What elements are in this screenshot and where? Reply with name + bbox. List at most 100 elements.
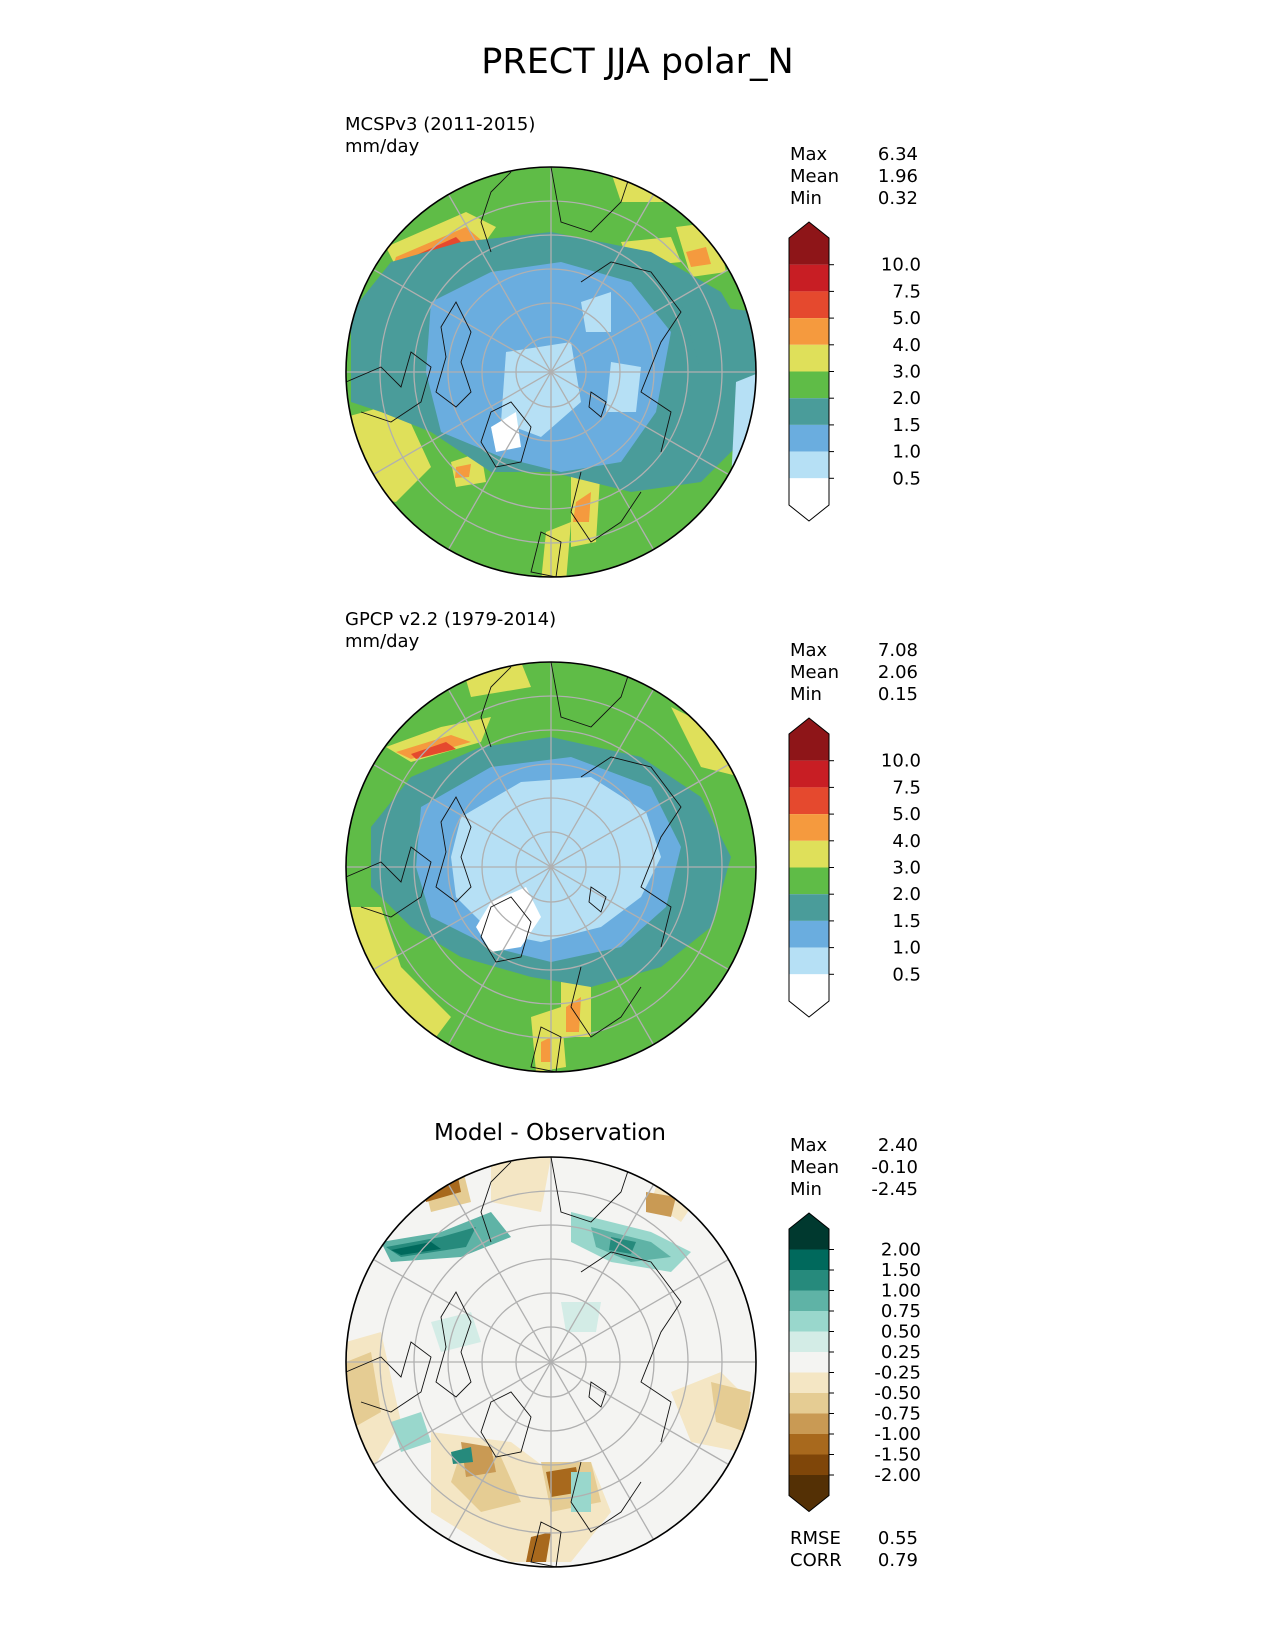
colorbar-segment	[789, 424, 829, 452]
panel-2-min-value: 0.15	[877, 684, 918, 705]
colorbar-segment	[789, 1270, 829, 1291]
colorbar-segment	[789, 1213, 829, 1250]
panel-3-corr-value: 0.79	[877, 1550, 918, 1571]
colorbar-tick-label: 5.0	[892, 308, 921, 329]
colorbar-segment	[789, 1290, 829, 1311]
colorbar-tick-label: 2.0	[892, 388, 921, 409]
panel-3-title: Model - Observation	[433, 1120, 667, 1146]
colorbar-tick-label: 0.75	[881, 1301, 921, 1322]
panel-1-units: mm/day	[345, 136, 420, 157]
colorbar-segment	[789, 1372, 829, 1393]
colorbar-segment	[789, 974, 829, 1017]
colorbar-segment	[789, 318, 829, 345]
panel-3-max-value: 2.40	[877, 1135, 918, 1156]
colorbar-segment	[789, 398, 829, 425]
colorbar-segment	[789, 291, 829, 319]
panel-1-dataset: MCSPv3 (2011-2015)	[345, 114, 536, 135]
panel-3-max-label: Max	[790, 1135, 828, 1156]
colorbar-tick-label: -1.50	[874, 1445, 921, 1466]
panel-3-map	[345, 1156, 757, 1568]
colorbar-segment	[789, 1331, 829, 1352]
panel-3-min-label: Min	[790, 1179, 822, 1200]
colorbar-tick-label: 0.50	[881, 1322, 921, 1343]
panel-1-max-value: 6.34	[877, 144, 918, 165]
colorbar-tick-label: 2.0	[892, 884, 921, 905]
panel-1-colorbar: 10.0 7.5 5.0 4.0 3.0 2.0 1.5 1.0 0.5	[788, 221, 921, 522]
colorbar-tick-label: 0.5	[892, 964, 921, 985]
colorbar-tick-label: 5.0	[892, 804, 921, 825]
colorbar-tick-label: -0.25	[874, 1363, 921, 1384]
colorbar-segment	[789, 1413, 829, 1434]
colorbar-tick-label: 2.00	[881, 1240, 921, 1261]
panel-3-colorbar: 2.001.501.000.750.500.25-0.25-0.50-0.75-…	[788, 1212, 921, 1513]
panel-2-stats: Max 7.08 Mean 2.06 Min 0.15	[790, 640, 918, 706]
panel-1-max-label: Max	[790, 144, 828, 165]
colorbar-segment	[789, 760, 829, 788]
colorbar-tick-label: 1.5	[892, 415, 921, 436]
colorbar-segment	[789, 1454, 829, 1475]
colorbar-segment	[789, 451, 829, 479]
panel-3-rmse-value: 0.55	[877, 1528, 918, 1549]
colorbar-tick-label: 10.0	[881, 751, 921, 772]
colorbar-tick-label: 4.0	[892, 831, 921, 852]
colorbar-segment	[789, 814, 829, 841]
panel-3-metrics: RMSE 0.55 CORR 0.79	[790, 1528, 918, 1572]
panel-1-precip-field	[346, 167, 756, 577]
panel-3-map-boundary	[345, 1156, 757, 1568]
colorbar-tick-label: 0.25	[881, 1342, 921, 1363]
colorbar-segment	[789, 1249, 829, 1270]
panel-3-min-value: -2.45	[871, 1179, 918, 1200]
colorbar-tick-label: 1.0	[892, 442, 921, 463]
colorbar-outline	[788, 717, 830, 1018]
colorbar-segment	[789, 478, 829, 521]
panel-2-mean-label: Mean	[790, 662, 840, 683]
panel-2-max-label: Max	[790, 640, 828, 661]
colorbar-outline	[788, 1212, 830, 1513]
panel-2-map	[345, 661, 757, 1073]
panel-2-min-label: Min	[790, 684, 822, 705]
panel-2-units: mm/day	[345, 631, 420, 652]
panel-1-min-value: 0.32	[877, 188, 918, 209]
panel-2-max-value: 7.08	[877, 640, 918, 661]
colorbar-tick-label: 0.5	[892, 468, 921, 489]
colorbar-segment	[789, 718, 829, 761]
panel-2-map-boundary	[345, 661, 757, 1073]
panel-2-precip-field	[346, 662, 756, 1072]
colorbar-tick-label: 10.0	[881, 255, 921, 276]
colorbar-tick-label: -0.75	[874, 1404, 921, 1425]
panel-3-corr-label: CORR	[790, 1550, 842, 1571]
colorbar-tick-label: 3.0	[892, 858, 921, 879]
colorbar-segment	[789, 867, 829, 895]
colorbar-tick-label: 3.0	[892, 362, 921, 383]
colorbar-segment	[789, 344, 829, 372]
panel-1-mean-value: 1.96	[877, 166, 918, 187]
colorbar-segment	[789, 371, 829, 399]
colorbar-segment	[789, 947, 829, 975]
colorbar-segment	[789, 787, 829, 815]
colorbar-segment	[789, 1434, 829, 1455]
panel-3-rmse-label: RMSE	[790, 1528, 841, 1549]
colorbar-outline	[788, 221, 830, 522]
colorbar-tick-label: 1.00	[881, 1281, 921, 1302]
panel-2-label: GPCP v2.2 (1979-2014) mm/day	[345, 609, 556, 653]
colorbar-segment	[789, 920, 829, 948]
panel-3-mean-value: -0.10	[871, 1157, 918, 1178]
panel-1-map-boundary	[345, 166, 757, 578]
colorbar-segment	[789, 894, 829, 921]
colorbar-tick-label: 4.0	[892, 335, 921, 356]
colorbar-segment	[789, 1393, 829, 1414]
colorbar-tick-label: -1.00	[874, 1424, 921, 1445]
panel-2-dataset: GPCP v2.2 (1979-2014)	[345, 609, 557, 630]
colorbar-segment	[789, 840, 829, 868]
panel-1-stats: Max 6.34 Mean 1.96 Min 0.32	[790, 144, 918, 210]
colorbar-segment	[789, 264, 829, 292]
colorbar-segment	[789, 1475, 829, 1512]
colorbar-tick-label: 1.50	[881, 1260, 921, 1281]
colorbar-tick-label: 7.5	[892, 777, 921, 798]
colorbar-segment	[789, 222, 829, 265]
colorbar-tick-label: -2.00	[874, 1465, 921, 1486]
panel-3-diff-field	[346, 1157, 756, 1567]
colorbar-tick-label: 1.0	[892, 938, 921, 959]
panel-1-mean-label: Mean	[790, 166, 840, 187]
figure-title: PRECT JJA polar_N	[481, 42, 794, 82]
